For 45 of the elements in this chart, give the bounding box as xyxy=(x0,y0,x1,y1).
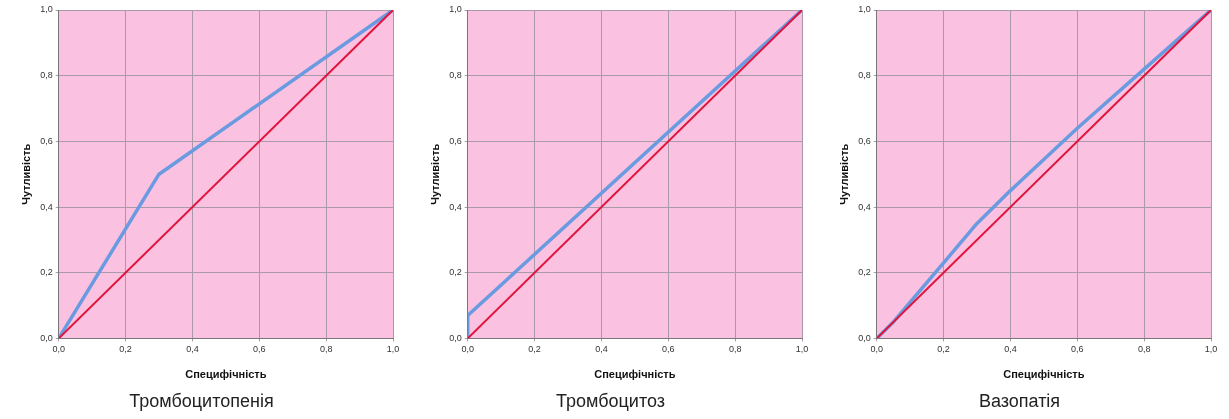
x-tick-label: 1,0 xyxy=(795,344,809,355)
x-tick-label: 0,2 xyxy=(937,344,950,355)
y-tick-label: 0,6 xyxy=(449,135,462,146)
y-axis-title: Чутливість xyxy=(19,143,32,205)
y-tick-label: 1,0 xyxy=(449,4,462,15)
x-tick-label: 0,6 xyxy=(662,344,675,355)
x-tick-label: 0,2 xyxy=(528,344,541,355)
x-axis-title: Специфічність xyxy=(594,367,676,380)
x-axis-title: Специфічність xyxy=(1003,367,1085,380)
y-tick-label: 0,8 xyxy=(449,70,462,81)
x-tick-label: 1,0 xyxy=(1204,344,1218,355)
x-tick-label: 0,6 xyxy=(1071,344,1084,355)
x-tick-label: 0,0 xyxy=(52,344,65,355)
x-tick-label: 0,2 xyxy=(119,344,132,355)
y-tick-label: 0,2 xyxy=(449,267,462,278)
y-tick-label: 1,0 xyxy=(858,4,871,15)
x-tick-label: 0,8 xyxy=(1137,344,1151,355)
y-tick-label: 0,0 xyxy=(449,332,462,343)
x-tick-label: 0,8 xyxy=(728,344,742,355)
y-tick-label: 0,0 xyxy=(40,332,53,343)
y-tick-label: 0,8 xyxy=(858,70,871,81)
x-tick-label: 0,4 xyxy=(186,344,199,355)
x-axis-title: Специфічність xyxy=(185,367,267,380)
text: Тромбоцитоз xyxy=(556,391,665,412)
y-tick-label: 0,4 xyxy=(858,201,871,212)
x-tick-label: 0,4 xyxy=(595,344,608,355)
y-tick-label: 1,0 xyxy=(40,4,53,15)
y-tick-label: 0,6 xyxy=(858,135,871,146)
x-tick-label: 1,0 xyxy=(386,344,400,355)
y-tick-label: 0,4 xyxy=(449,201,462,212)
y-tick-label: 0,2 xyxy=(858,267,871,278)
y-tick-label: 0,4 xyxy=(40,201,53,212)
text: Тромбоцитопенія xyxy=(129,391,274,412)
y-axis-title: Чутливість xyxy=(428,143,441,205)
x-tick-label: 0,8 xyxy=(319,344,333,355)
y-tick-label: 0,8 xyxy=(40,70,53,81)
y-tick-label: 0,6 xyxy=(40,135,53,146)
x-tick-label: 0,4 xyxy=(1004,344,1017,355)
text: Вазопатія xyxy=(978,391,1061,412)
x-tick-label: 0,0 xyxy=(461,344,474,355)
y-tick-label: 0,2 xyxy=(40,267,53,278)
x-tick-label: 0,6 xyxy=(253,344,266,355)
x-tick-label: 0,0 xyxy=(870,344,883,355)
y-axis-title: Чутливість xyxy=(837,143,850,205)
y-tick-label: 0,0 xyxy=(858,332,871,343)
